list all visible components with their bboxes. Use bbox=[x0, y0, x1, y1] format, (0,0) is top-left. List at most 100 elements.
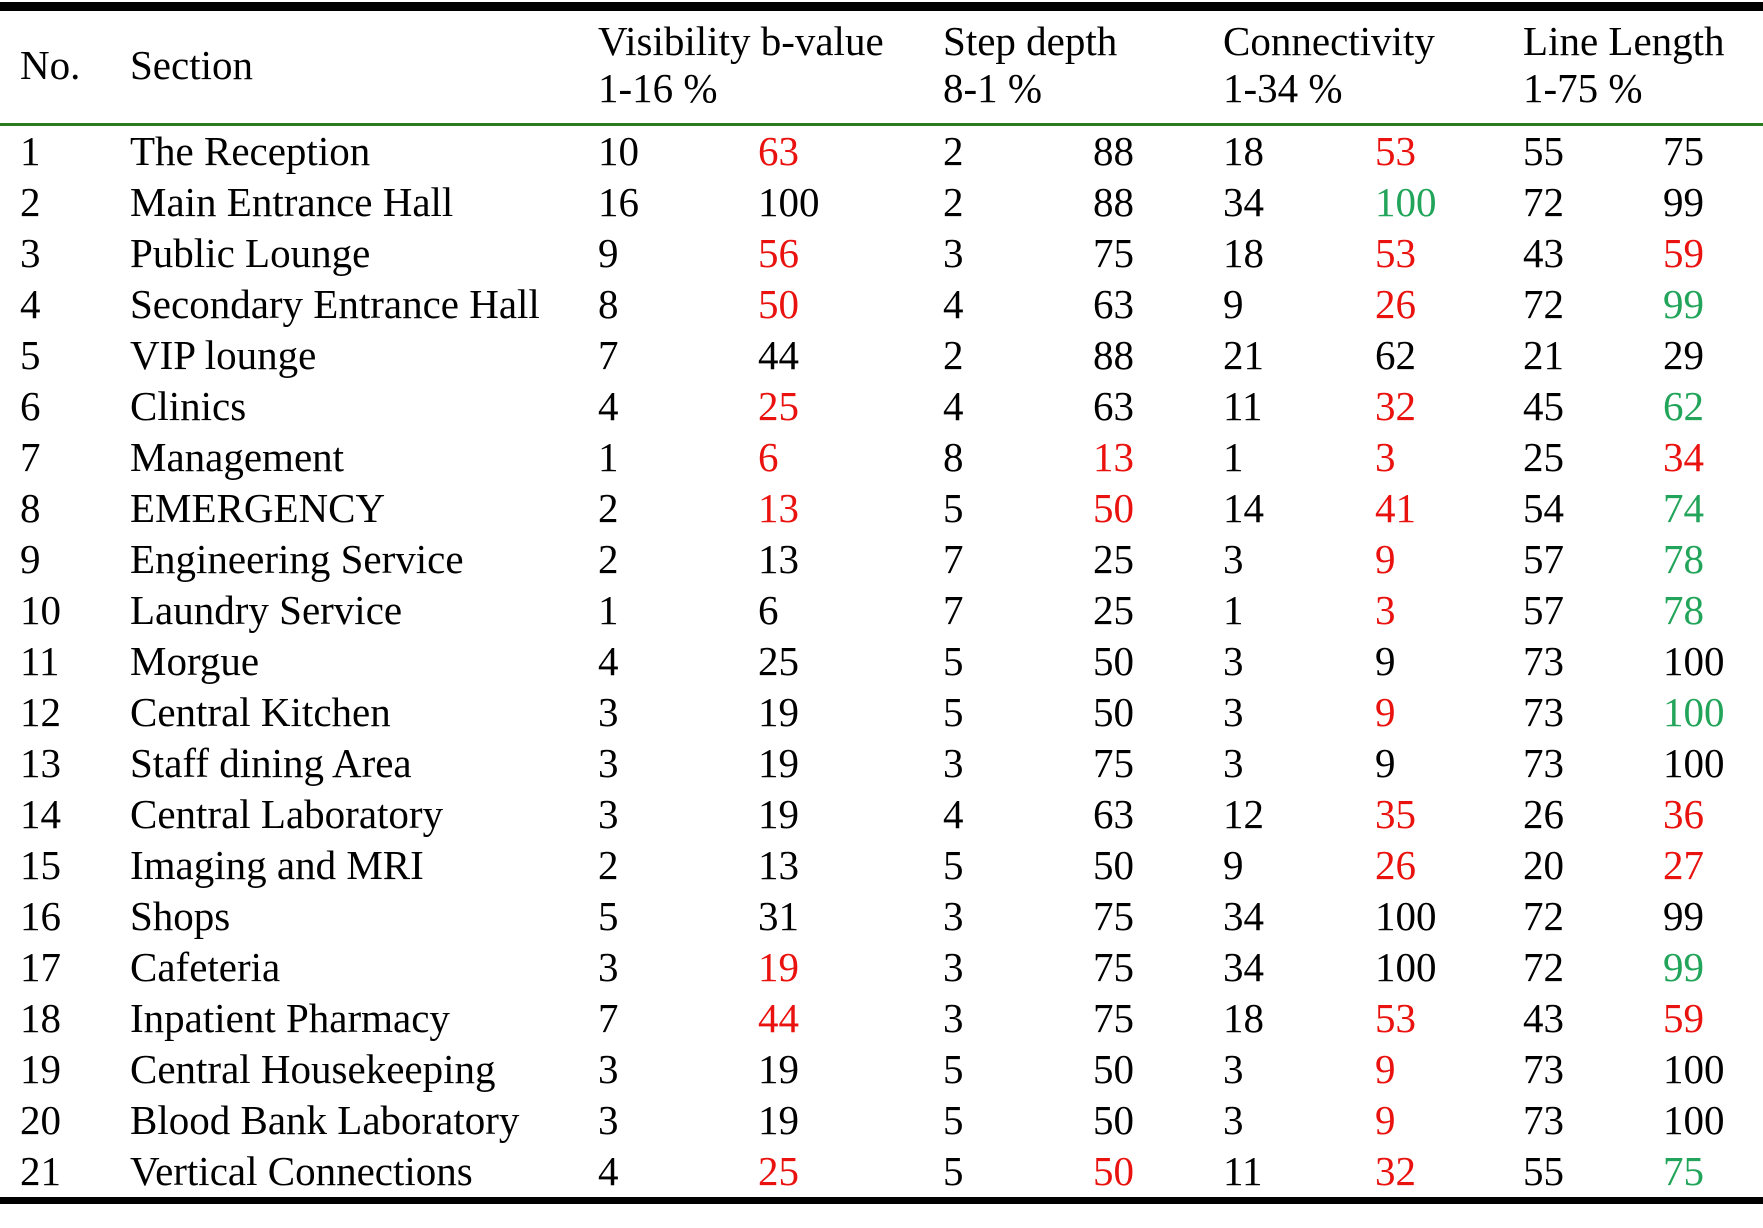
step-depth-percent: 63 bbox=[1093, 383, 1135, 429]
table-row: 21 Vertical Connections 4 25 5 50 11 32 55 75 bbox=[0, 1146, 1763, 1201]
connectivity-value: 21 bbox=[1223, 332, 1265, 378]
table-row: 9 Engineering Service 2 13 7 25 3 9 57 78 bbox=[0, 534, 1763, 585]
visibility-value: 4 bbox=[598, 383, 619, 429]
connectivity-value: 3 bbox=[1223, 536, 1244, 582]
visibility-value: 2 bbox=[598, 536, 619, 582]
visibility-percent: 19 bbox=[758, 740, 799, 786]
visibility-percent: 19 bbox=[758, 1097, 799, 1143]
connectivity-value: 12 bbox=[1223, 791, 1265, 837]
connectivity-percent: 35 bbox=[1375, 791, 1417, 837]
connectivity-percent: 100 bbox=[1375, 179, 1437, 225]
section-name: VIP lounge bbox=[130, 332, 317, 378]
connectivity-percent: 100 bbox=[1375, 944, 1437, 990]
visibility-value: 2 bbox=[598, 485, 619, 531]
step-depth-value: 8 bbox=[943, 434, 964, 480]
header-step-depth-range: 8-1 % bbox=[943, 65, 1043, 111]
line-length-percent: 36 bbox=[1663, 791, 1705, 837]
row-number: 15 bbox=[20, 842, 61, 888]
row-number: 11 bbox=[20, 638, 60, 684]
visibility-value: 1 bbox=[598, 434, 619, 480]
line-length-value: 55 bbox=[1523, 1148, 1565, 1194]
visibility-value: 3 bbox=[598, 1046, 619, 1092]
step-depth-value: 5 bbox=[943, 1097, 964, 1143]
connectivity-value: 1 bbox=[1223, 587, 1244, 633]
line-length-percent: 75 bbox=[1663, 128, 1705, 174]
table-row: 11 Morgue 4 25 5 50 3 9 73 100 bbox=[0, 636, 1763, 687]
connectivity-percent: 9 bbox=[1375, 1097, 1396, 1143]
visibility-value: 8 bbox=[598, 281, 619, 327]
line-length-percent: 100 bbox=[1663, 638, 1725, 684]
line-length-value: 55 bbox=[1523, 128, 1565, 174]
row-number: 4 bbox=[20, 281, 41, 327]
header-step-depth-title: Step depth bbox=[943, 18, 1118, 64]
connectivity-value: 3 bbox=[1223, 638, 1244, 684]
row-number: 8 bbox=[20, 485, 41, 531]
connectivity-value: 9 bbox=[1223, 842, 1244, 888]
visibility-value: 3 bbox=[598, 740, 619, 786]
line-length-percent: 59 bbox=[1663, 230, 1705, 276]
section-name: Vertical Connections bbox=[130, 1148, 473, 1194]
connectivity-value: 3 bbox=[1223, 1046, 1244, 1092]
connectivity-percent: 9 bbox=[1375, 536, 1396, 582]
visibility-percent: 44 bbox=[758, 995, 799, 1041]
row-number: 19 bbox=[20, 1046, 61, 1092]
row-number: 16 bbox=[20, 893, 61, 939]
visibility-percent: 13 bbox=[758, 485, 799, 531]
visibility-percent: 25 bbox=[758, 383, 799, 429]
visibility-value: 3 bbox=[598, 689, 619, 735]
line-length-value: 72 bbox=[1523, 179, 1565, 225]
step-depth-value: 3 bbox=[943, 230, 964, 276]
visibility-percent: 63 bbox=[758, 128, 799, 174]
connectivity-value: 9 bbox=[1223, 281, 1244, 327]
step-depth-value: 3 bbox=[943, 893, 964, 939]
header-row: No. Section Visibility b-value 1-16 % St… bbox=[0, 7, 1763, 125]
header-no: No. bbox=[20, 41, 81, 88]
line-length-value: 72 bbox=[1523, 944, 1565, 990]
connectivity-percent: 26 bbox=[1375, 281, 1417, 327]
line-length-value: 57 bbox=[1523, 536, 1565, 582]
header-visibility-title: Visibility b-value bbox=[598, 18, 884, 64]
row-number: 10 bbox=[20, 587, 61, 633]
connectivity-percent: 3 bbox=[1375, 434, 1396, 480]
table-row: 18 Inpatient Pharmacy 7 44 3 75 18 53 43 59 bbox=[0, 993, 1763, 1044]
visibility-value: 5 bbox=[598, 893, 619, 939]
line-length-value: 54 bbox=[1523, 485, 1565, 531]
section-name: Central Housekeeping bbox=[130, 1046, 496, 1092]
connectivity-value: 34 bbox=[1223, 893, 1265, 939]
connectivity-percent: 100 bbox=[1375, 893, 1437, 939]
connectivity-value: 34 bbox=[1223, 179, 1265, 225]
section-name: Staff dining Area bbox=[130, 740, 412, 786]
table-row: 17 Cafeteria 3 19 3 75 34 100 72 99 bbox=[0, 942, 1763, 993]
visibility-value: 4 bbox=[598, 638, 619, 684]
visibility-percent: 19 bbox=[758, 791, 799, 837]
line-length-value: 73 bbox=[1523, 689, 1565, 735]
visibility-percent: 6 bbox=[758, 434, 779, 480]
visibility-percent: 6 bbox=[758, 587, 779, 633]
step-depth-value: 2 bbox=[943, 128, 964, 174]
line-length-percent: 100 bbox=[1663, 1046, 1725, 1092]
table-row: 3 Public Lounge 9 56 3 75 18 53 43 59 bbox=[0, 228, 1763, 279]
row-number: 18 bbox=[20, 995, 61, 1041]
step-depth-percent: 50 bbox=[1093, 689, 1135, 735]
table-row: 2 Main Entrance Hall 16 100 2 88 34 100 72 99 bbox=[0, 177, 1763, 228]
connectivity-percent: 53 bbox=[1375, 995, 1417, 1041]
visibility-percent: 19 bbox=[758, 689, 799, 735]
table-header: No. Section Visibility b-value 1-16 % St… bbox=[0, 7, 1763, 125]
row-number: 9 bbox=[20, 536, 41, 582]
visibility-percent: 25 bbox=[758, 638, 799, 684]
visibility-percent: 56 bbox=[758, 230, 799, 276]
step-depth-value: 2 bbox=[943, 332, 964, 378]
section-name: Public Lounge bbox=[130, 230, 371, 276]
table-row: 19 Central Housekeeping 3 19 5 50 3 9 73 100 bbox=[0, 1044, 1763, 1095]
section-name: Main Entrance Hall bbox=[130, 179, 454, 225]
row-number: 20 bbox=[20, 1097, 61, 1143]
step-depth-value: 3 bbox=[943, 740, 964, 786]
section-name: Shops bbox=[130, 893, 231, 939]
header-line-length-title: Line Length bbox=[1523, 18, 1725, 64]
connectivity-percent: 32 bbox=[1375, 383, 1417, 429]
table-row: 7 Management 1 6 8 13 1 3 25 34 bbox=[0, 432, 1763, 483]
section-name: Morgue bbox=[130, 638, 260, 684]
line-length-value: 73 bbox=[1523, 1097, 1565, 1143]
line-length-value: 72 bbox=[1523, 281, 1565, 327]
row-number: 12 bbox=[20, 689, 61, 735]
